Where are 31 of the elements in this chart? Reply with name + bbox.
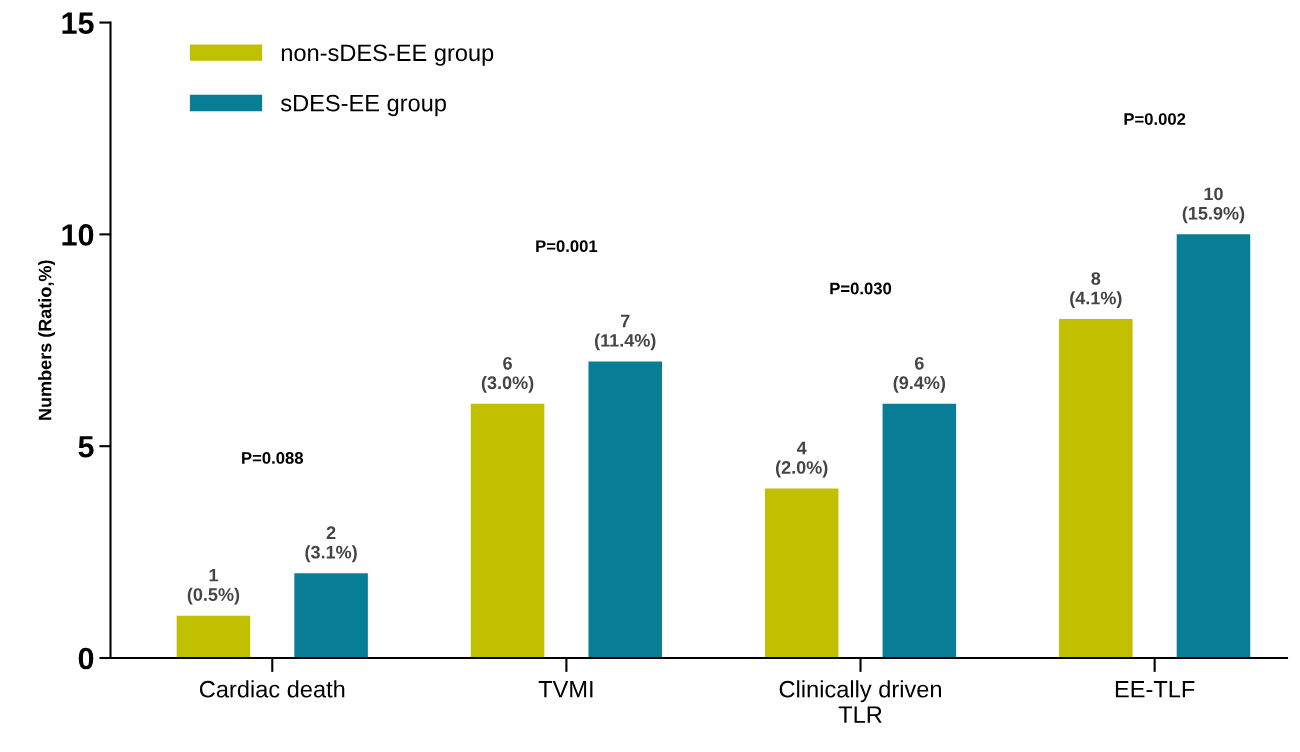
y-tick-label: 15 <box>62 12 94 34</box>
bar <box>176 615 251 658</box>
data-label: 6 (9.4%) <box>893 356 946 393</box>
annotation: P=0.001 <box>536 240 598 253</box>
y-tick-label: 10 <box>62 224 94 246</box>
data-label: 6 (3.0%) <box>481 356 534 393</box>
x-tick-label: Clinically driven TLR <box>779 680 941 723</box>
legend-label: sDES-EE group <box>280 94 446 117</box>
bar <box>294 573 368 658</box>
y-tick-label: 5 <box>78 436 94 458</box>
bar <box>1059 319 1133 658</box>
annotation: P=0.030 <box>830 282 892 295</box>
data-label: 8 (4.1%) <box>1070 272 1122 308</box>
bar <box>882 403 957 658</box>
bar <box>764 488 839 658</box>
bar <box>1176 234 1251 658</box>
bar <box>470 403 545 658</box>
bar <box>588 361 662 658</box>
x-tick-label: TVMI <box>538 681 593 698</box>
data-label: 1 (0.5%) <box>187 568 240 605</box>
data-label: 4 (2.0%) <box>776 441 828 478</box>
data-label: 2 (3.1%) <box>305 526 357 563</box>
data-label: 7 (11.4%) <box>595 314 656 351</box>
y-axis-title: Numbers (Ratio,%) <box>38 260 55 420</box>
annotation: P=0.088 <box>242 452 304 464</box>
annotation: P=0.002 <box>1124 113 1186 125</box>
y-tick-label: 0 <box>78 647 94 670</box>
data-label: 10 (15.9%) <box>1182 187 1245 224</box>
legend-label: non-sDES-EE group <box>281 44 494 66</box>
x-tick-label: EE-TLF <box>1115 681 1195 698</box>
x-tick-label: Cardiac death <box>199 680 345 698</box>
